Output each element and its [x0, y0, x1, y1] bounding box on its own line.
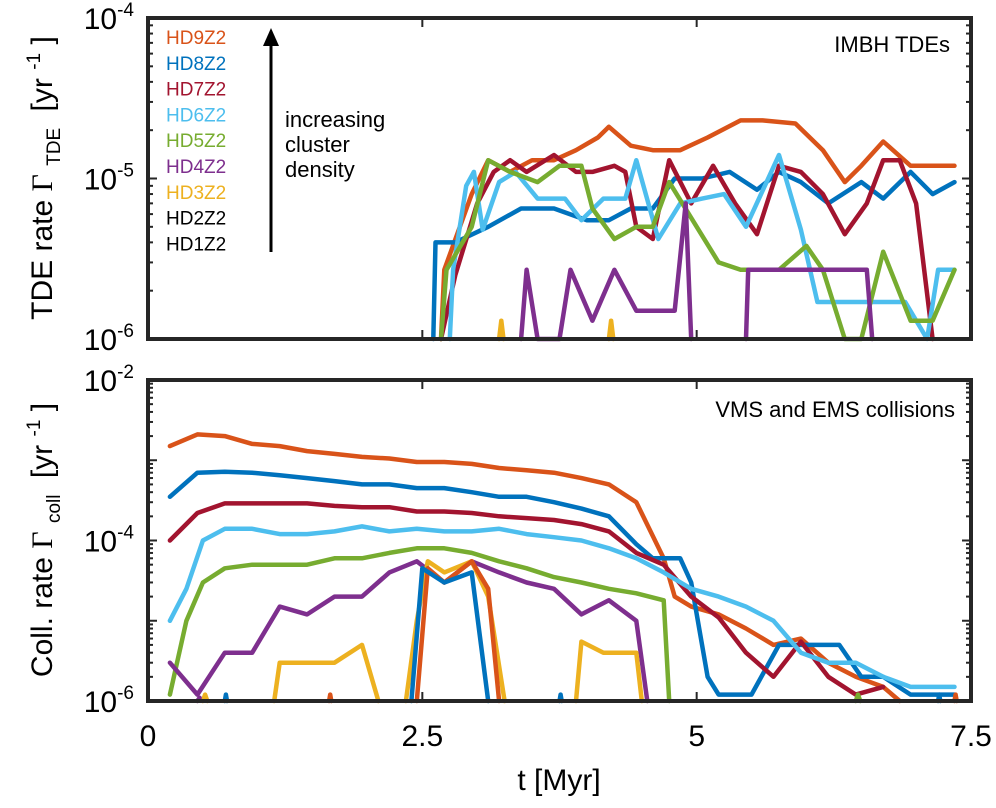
bottom-ytick-label: 10-6: [84, 683, 134, 719]
top-ylabel-symbol: Γ: [26, 174, 59, 191]
top-ylabel-text: TDE rate: [26, 200, 59, 320]
bottom-xtick-label: 2.5: [401, 720, 443, 753]
arrow-text-1: increasing: [285, 107, 385, 132]
top-series-line-hd4z2b: [743, 267, 875, 342]
top-series-line-hd7z2: [438, 152, 935, 342]
top-ylabel: TDE rate Γ TDE [yr -1 ]: [14, 36, 67, 320]
legend-entry-hd4z2: HD4Z2: [166, 157, 226, 178]
bottom-series-line-hd1z2b: [222, 692, 230, 704]
bottom-plot-area: [148, 380, 971, 701]
legend-entry-hd5z2: HD5Z2: [166, 131, 226, 152]
bottom-ytick-label: 10-2: [84, 362, 134, 398]
top-ytick-label: 10-4: [84, 0, 135, 36]
legend: HD9Z2 HD8Z2 HD7Z2 HD6Z2 HD5Z2 HD4Z2 HD3Z2 HD2Z2…: [166, 28, 226, 255]
bottom-series-line-hd3z2c: [573, 639, 645, 704]
top-plot-area: [148, 18, 971, 339]
bottom-xlabel-unit: [Myr]: [534, 764, 601, 797]
bottom-series-line-hd3z2: [271, 642, 381, 704]
bottom-ytick-label: 10-4: [84, 523, 135, 559]
top-ylabel-sub: TDE: [44, 128, 65, 166]
legend-entry-hd3z2: HD3Z2: [166, 183, 226, 204]
top-series-line-hd3z2b: [606, 318, 616, 342]
bottom-ylabel-sub: coll: [44, 495, 65, 524]
top-ylabel-unit-exp: -1: [24, 53, 45, 70]
bottom-xlabel-text: t: [517, 764, 526, 797]
bottom-series-line-hd1z2c: [557, 692, 564, 704]
density-arrow-head: [263, 28, 279, 46]
bottom-series-line-hd2z2: [414, 559, 502, 704]
bottom-xlabel: t [Myr]: [517, 764, 600, 797]
bottom-series-line-hd8z2: [167, 469, 957, 697]
bottom-ylabel: Coll. rate Γ coll [yr -1 ]: [14, 403, 67, 677]
top-ytick-label: 10-5: [84, 161, 134, 197]
legend-entry-hd8z2: HD8Z2: [166, 54, 226, 75]
bottom-series-line-hd1z2: [409, 566, 491, 704]
top-series-line-hd4z2: [518, 201, 694, 342]
bottom-ylabel-unit-open: [yr: [26, 445, 59, 478]
bottom-xtick-label: 0: [140, 720, 157, 753]
top-panel: 10-6 10-5 10-4 IMBH TDEs increasing cluste…: [14, 0, 973, 357]
bottom-series-line-hd9z2c: [952, 692, 959, 704]
bottom-xtick-label: 7.5: [950, 720, 992, 753]
bottom-series-line-hd5z2b: [853, 692, 863, 704]
bottom-ylabel-symbol: Γ: [26, 531, 59, 548]
top-ticks: 10-6 10-5 10-4: [84, 0, 972, 357]
legend-entry-hd2z2: HD2Z2: [166, 209, 226, 230]
top-ytick-label: 10-6: [84, 321, 134, 357]
bottom-series-line-hd3z2d: [200, 692, 210, 704]
bottom-series-line-hd4z2: [167, 559, 650, 704]
legend-entry-hd9z2: HD9Z2: [166, 28, 226, 49]
bottom-ylabel-unit-exp: -1: [24, 420, 45, 437]
bottom-series-line-hd9z2b: [326, 692, 334, 704]
bottom-series-line-hd5z2: [167, 546, 672, 704]
bottom-ticks: 10-6 10-4 10-2 0 2.5 5 7.5: [84, 362, 992, 753]
bottom-series-layer: [167, 432, 959, 704]
bottom-series-line-hd1z2d: [935, 692, 943, 704]
top-annotation: IMBH TDEs: [834, 32, 950, 57]
top-series-layer: [431, 118, 957, 342]
bottom-panel: 10-6 10-4 10-2 0 2.5 5 7.5 VMS and EMS collisi…: [14, 362, 992, 797]
bottom-annotation: VMS and EMS collisions: [715, 397, 955, 422]
legend-entry-hd6z2: HD6Z2: [166, 105, 226, 126]
bottom-ylabel-unit-close: ]: [26, 403, 59, 411]
top-series-line-hd3z2: [496, 318, 506, 342]
top-series-line-hd6z2: [447, 152, 957, 342]
arrow-text-3: density: [285, 157, 355, 182]
legend-entry-hd7z2: HD7Z2: [166, 80, 226, 101]
bottom-ylabel-text: Coll. rate: [26, 557, 59, 677]
legend-entry-hd1z2: HD1Z2: [166, 234, 226, 255]
bottom-series-line-hd7z2: [167, 501, 886, 697]
top-ylabel-unit-open: [yr: [26, 78, 59, 111]
arrow-text-2: cluster: [285, 132, 350, 157]
bottom-xtick-label: 5: [688, 720, 705, 753]
bottom-series-line-hd6z2: [167, 524, 957, 690]
density-arrow: [263, 28, 279, 252]
top-ylabel-unit-close: ]: [26, 36, 59, 44]
